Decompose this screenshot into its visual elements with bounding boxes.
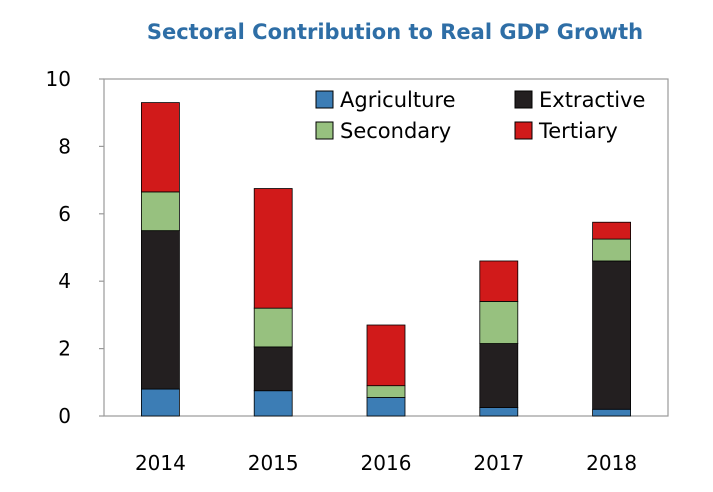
bar-segment-agriculture-2014 [140, 388, 180, 417]
bar-segment-tertiary-2017 [479, 260, 519, 302]
bar-segment-extractive-2018 [592, 260, 631, 410]
legend-label-tertiary: Tertiary [538, 119, 618, 143]
bar-segment-agriculture-2015 [253, 390, 293, 417]
legend-swatch-extractive [514, 90, 533, 109]
bar-segment-secondary-2018 [592, 238, 631, 262]
x-tick-label: 2015 [248, 451, 299, 475]
bar-segment-extractive-2017 [479, 343, 519, 408]
bar-segment-agriculture-2017 [479, 407, 519, 417]
y-tick-label: 2 [58, 337, 71, 361]
bar-segment-secondary-2017 [479, 301, 519, 344]
bars-group [140, 102, 631, 417]
x-axis: 2014 2015 2016 2017 2018 [135, 451, 637, 475]
bar-segment-secondary-2016 [366, 385, 406, 398]
legend-swatch-secondary [315, 121, 334, 140]
bar-segment-agriculture-2018 [592, 408, 631, 417]
y-tick-label: 8 [58, 134, 71, 158]
x-tick-label: 2014 [135, 451, 186, 475]
legend: Agriculture Extractive Secondary Tertiary [315, 88, 645, 143]
y-tick-label: 4 [58, 269, 71, 293]
legend-swatch-agriculture [315, 90, 334, 109]
x-tick-label: 2018 [586, 451, 637, 475]
y-tick-label: 0 [58, 404, 71, 428]
x-tick-label: 2016 [361, 451, 412, 475]
legend-label-agriculture: Agriculture [340, 88, 456, 112]
legend-label-extractive: Extractive [539, 88, 645, 112]
bar-segment-tertiary-2018 [592, 221, 631, 240]
x-tick-label: 2017 [473, 451, 524, 475]
y-tick-label: 6 [58, 202, 71, 226]
bar-segment-extractive-2014 [140, 230, 180, 390]
legend-swatch-tertiary [514, 121, 533, 140]
bar-segment-agriculture-2016 [366, 397, 406, 417]
chart-title: Sectoral Contribution to Real GDP Growth [146, 20, 644, 44]
y-axis: 0 2 4 6 8 10 [46, 67, 104, 428]
y-tick-label: 10 [46, 67, 71, 91]
bar-segment-secondary-2014 [140, 191, 180, 232]
bar-segment-tertiary-2016 [366, 324, 406, 387]
legend-label-secondary: Secondary [340, 119, 451, 143]
bar-segment-extractive-2015 [253, 346, 293, 392]
bar-segment-tertiary-2015 [253, 188, 293, 309]
bar-segment-tertiary-2014 [140, 102, 180, 193]
bar-segment-secondary-2015 [253, 307, 293, 348]
